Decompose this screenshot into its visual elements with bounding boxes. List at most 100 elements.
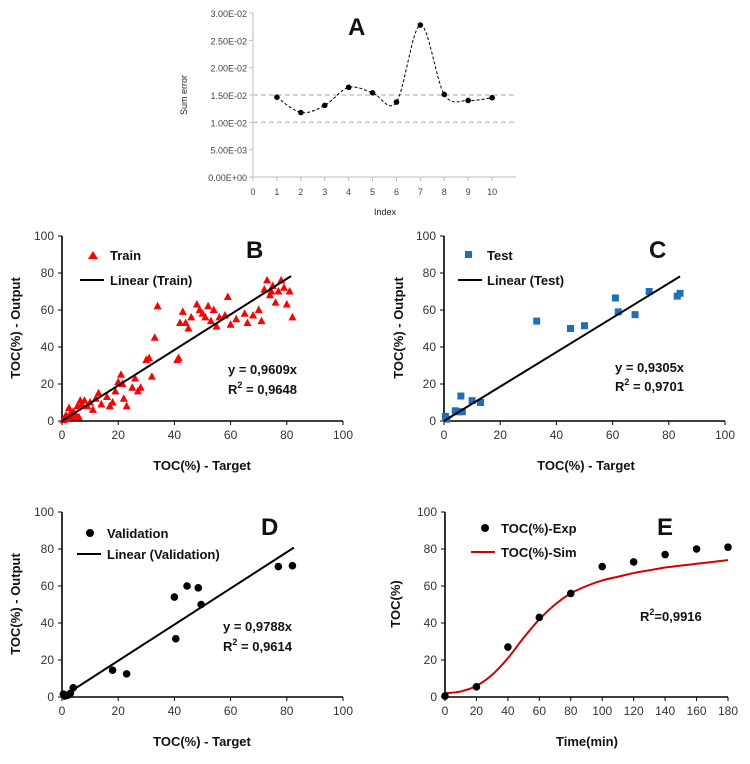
chart-a-y-tick-label: 3.00E-02 xyxy=(210,9,247,19)
chart-b-x-tick-label: 80 xyxy=(280,428,294,442)
chart-b-y-tick-label: 40 xyxy=(41,340,55,354)
chart-e-exp-point xyxy=(598,562,607,571)
chart-b-point xyxy=(128,383,137,391)
chart-b-x-tick-label: 20 xyxy=(112,428,126,442)
chart-a-x-tick-label: 0 xyxy=(250,187,255,197)
chart-c-trendline xyxy=(443,275,681,422)
x-axis-title-b: TOC(%) - Target xyxy=(153,458,251,473)
chart-d-y-tick-label: 80 xyxy=(41,542,55,556)
chart-a-point xyxy=(274,94,280,100)
chart-d-trendline xyxy=(61,546,295,698)
y-axis-title-d: TOC(%) - Output xyxy=(8,553,23,655)
equation-c: y = 0,9305x xyxy=(615,360,685,375)
chart-e-x-tick-label: 160 xyxy=(687,704,707,718)
chart-a-point xyxy=(369,90,376,96)
chart-b-point xyxy=(136,383,145,391)
chart-d-x-tick-label: 60 xyxy=(224,704,238,718)
chart-b-point xyxy=(187,312,196,321)
chart-b-point xyxy=(145,353,154,362)
chart-b-point xyxy=(226,320,235,328)
chart-d: 0 20 40 60 80 100 0 20 40 60 80 100 D TOC(%) - Targ… xyxy=(8,505,353,749)
chart-b-y-tick-label: 100 xyxy=(34,229,54,243)
chart-c-point xyxy=(566,325,574,332)
chart-e-sim-line xyxy=(444,559,729,695)
chart-e-axes: 0 20 40 60 80 100 120 140 160 180 0 20 40 60 80 100 xyxy=(417,505,738,718)
chart-d-y-tick-label: 40 xyxy=(41,616,55,630)
chart-e-exp-point xyxy=(661,550,669,559)
r-squared-b: R2 = 0,9648 xyxy=(228,380,297,397)
chart-b-point xyxy=(176,318,185,326)
chart-e-x-tick-label: 140 xyxy=(655,704,675,718)
chart-b-x-tick-label: 0 xyxy=(59,428,66,442)
chart-e-x-tick-label: 20 xyxy=(470,704,484,718)
chart-b-point xyxy=(279,283,288,291)
chart-c-point xyxy=(533,317,541,325)
r-squared-b-exp: 2 xyxy=(237,380,242,390)
chart-b-x-tick-label: 40 xyxy=(168,428,182,442)
chart-a-y-tick-label: 2.50E-02 xyxy=(210,36,247,46)
chart-e-y-tick-label: 40 xyxy=(424,616,438,630)
r-squared-b-prefix: R xyxy=(228,382,238,397)
r-squared-d: R2 = 0,9614 xyxy=(223,637,293,654)
chart-e-exp-point xyxy=(472,683,481,691)
chart-b-point xyxy=(102,392,111,400)
chart-e-y-tick-label: 100 xyxy=(417,505,437,519)
chart-b-trendline xyxy=(61,275,292,422)
chart-e-x-tick-label: 120 xyxy=(624,704,644,718)
chart-d-point xyxy=(172,634,180,643)
chart-d-y-tick-label: 100 xyxy=(34,505,54,519)
r-squared-d-prefix: R xyxy=(223,639,233,654)
chart-c-y-tick-label: 100 xyxy=(416,229,436,243)
chart-a-y-tick-label: 1.00E-02 xyxy=(210,118,247,128)
chart-a-y-tick-label: 5.00E-03 xyxy=(210,146,247,156)
chart-e-marks xyxy=(441,543,732,700)
chart-a-y-tick-label: 1.50E-02 xyxy=(210,91,247,101)
chart-c-axes: 0 20 40 60 80 100 0 20 40 60 80 100 xyxy=(416,229,735,442)
chart-d-point xyxy=(288,561,297,570)
panel-d-letter: D xyxy=(261,514,278,541)
chart-c-marks xyxy=(441,275,684,423)
chart-c-point xyxy=(676,289,684,297)
chart-b-point xyxy=(212,322,221,330)
legend-marker-validation xyxy=(86,529,94,537)
chart-b-y-tick-label: 60 xyxy=(41,303,55,317)
legend-label-sim: TOC(%)-Sim xyxy=(501,545,577,560)
chart-a-marks xyxy=(253,22,516,124)
x-axis-title-e: Time(min) xyxy=(556,734,618,749)
chart-e-exp-point xyxy=(535,613,544,622)
chart-b-point xyxy=(204,301,213,310)
legend-d: Validation Linear (Validation) xyxy=(77,526,220,562)
chart-b-point xyxy=(184,324,193,332)
chart-b-point xyxy=(80,396,89,404)
r-squared-e-prefix: R xyxy=(640,609,650,624)
legend-label-linear-train: Linear (Train) xyxy=(110,273,192,288)
chart-a-x-tick-label: 6 xyxy=(394,187,399,197)
y-axis-title-b: TOC(%) - Output xyxy=(8,277,23,379)
r-squared-c: R2 = 0,9701 xyxy=(615,377,684,394)
chart-d-x-tick-label: 0 xyxy=(59,704,66,718)
legend-marker-train xyxy=(88,251,98,259)
chart-e-x-tick-label: 180 xyxy=(718,704,738,718)
chart-b-point xyxy=(288,312,297,321)
r-squared-e-exp: 2 xyxy=(649,607,654,617)
chart-d-axes: 0 20 40 60 80 100 0 20 40 60 80 100 xyxy=(34,505,353,718)
y-axis-title-e: TOC(%) xyxy=(388,580,403,627)
chart-b-point xyxy=(88,405,97,413)
chart-d-x-tick-label: 100 xyxy=(333,704,353,718)
r-squared-e: R2=0,9916 xyxy=(640,607,702,624)
chart-b-point xyxy=(240,309,249,317)
chart-a-x-tick-label: 5 xyxy=(370,187,375,197)
chart-a-x-tick-label: 3 xyxy=(322,187,327,197)
chart-e-x-tick-label: 80 xyxy=(564,704,578,718)
chart-c-y-tick-label: 60 xyxy=(423,303,437,317)
chart-b-y-tick-label: 20 xyxy=(41,377,55,391)
chart-a-x-tick-label: 2 xyxy=(298,187,303,197)
chart-a-x-tick-label: 8 xyxy=(442,187,447,197)
chart-b-y-tick-label: 0 xyxy=(47,414,54,428)
chart-b-point xyxy=(117,370,126,378)
chart-e-exp-point xyxy=(566,589,575,598)
chart-d-point xyxy=(183,582,191,590)
chart-b-point xyxy=(111,386,120,395)
chart-b-point xyxy=(257,316,266,325)
chart-a: 0 1 2 3 4 5 6 7 8 9 10 0.00E+00 5.00E-03 1.00E-02 1.50… xyxy=(179,9,516,217)
